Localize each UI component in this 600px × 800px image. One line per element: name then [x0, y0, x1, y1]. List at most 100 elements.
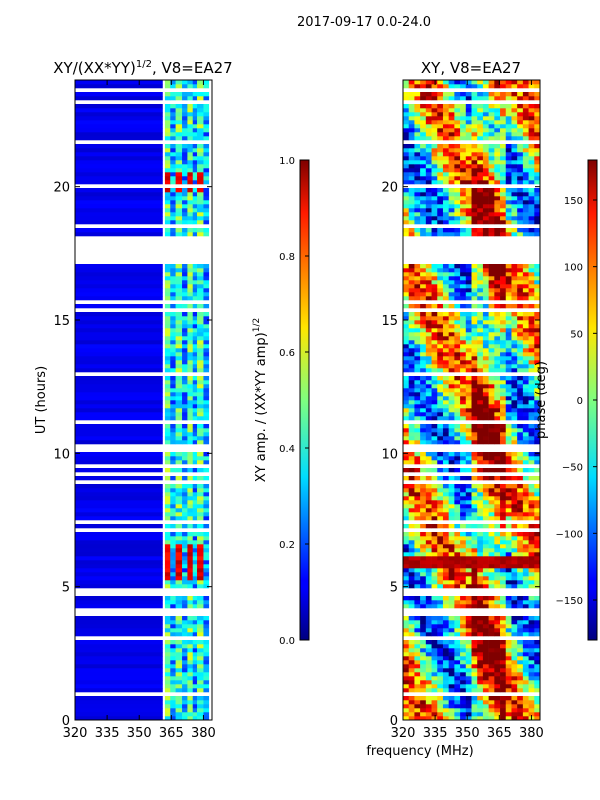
phase-cell [511, 716, 518, 720]
amplitude-cell [164, 280, 171, 285]
amplitude-cell [187, 696, 194, 701]
phase-cell [522, 548, 529, 553]
phase-cell [425, 212, 432, 217]
phase-cell [448, 644, 455, 649]
amplitude-cell [170, 408, 176, 413]
phase-cell [517, 96, 524, 101]
phase-cell [534, 156, 540, 161]
phase-cell [517, 580, 524, 585]
phase-cell [454, 128, 461, 133]
phase-cell [403, 276, 410, 281]
amplitude-cell [187, 408, 194, 413]
amplitude-cell [170, 432, 176, 437]
amplitude-cell [170, 488, 176, 493]
phase-cell [471, 436, 478, 441]
amplitude-cell [197, 484, 204, 489]
phase-cell [420, 384, 427, 389]
phase-cell [482, 460, 489, 465]
amplitude-cell [197, 292, 204, 297]
amplitude-row [75, 424, 163, 429]
amplitude-cell [175, 468, 183, 473]
phase-cell [425, 196, 432, 201]
phase-cell [408, 188, 415, 193]
phase-cell [517, 156, 524, 161]
phase-cell [431, 660, 438, 665]
amplitude-cell [187, 328, 194, 333]
amplitude-row [75, 600, 163, 605]
phase-cell [448, 548, 455, 553]
phase-cell [465, 496, 472, 501]
phase-cell [500, 172, 507, 177]
phase-cell [471, 656, 478, 661]
phase-cell [465, 556, 472, 561]
amplitude-row [75, 496, 163, 501]
phase-cell [471, 216, 478, 221]
phase-cell [442, 668, 449, 673]
phase-cell [448, 624, 455, 629]
phase-cell [500, 360, 507, 365]
phase-cell [517, 272, 524, 277]
phase-cell [431, 176, 438, 181]
phase-cell [534, 288, 540, 293]
amplitude-cell [197, 424, 204, 429]
phase-cell [471, 664, 478, 669]
phase-cell [522, 584, 529, 589]
phase-cell [414, 168, 421, 173]
phase-cell [454, 376, 461, 381]
amplitude-cell [175, 416, 183, 421]
phase-cell [431, 168, 438, 173]
amplitude-cell [164, 348, 171, 353]
phase-cell [442, 652, 449, 657]
phase-cell [522, 388, 529, 393]
phase-cell [431, 616, 438, 621]
amplitude-cell [164, 364, 171, 369]
amplitude-cell [175, 564, 183, 569]
phase-cell [477, 164, 484, 169]
phase-cell [471, 348, 478, 353]
phase-cell [471, 476, 478, 481]
phase-cell [477, 568, 484, 573]
phase-cell [442, 440, 449, 445]
phase-cell [460, 648, 467, 653]
phase-cell [454, 144, 461, 149]
phase-cell [403, 500, 410, 505]
amplitude-cell [164, 416, 171, 421]
phase-cell [500, 540, 507, 545]
phase-cell [465, 532, 472, 537]
amplitude-cell [164, 600, 171, 605]
phase-cell [454, 700, 461, 705]
amplitude-cell [187, 376, 194, 381]
phase-cell [425, 492, 432, 497]
phase-cell [522, 620, 529, 625]
amplitude-cell [182, 412, 188, 417]
phase-cell [494, 548, 501, 553]
phase-cell [448, 228, 455, 233]
phase-cell [488, 348, 495, 353]
phase-cell [471, 432, 478, 437]
amplitude-cell [170, 268, 176, 273]
phase-cell [471, 296, 478, 301]
amplitude-cell [164, 624, 171, 629]
amplitude-y-axis-label: UT (hours) [34, 366, 49, 434]
amplitude-cell [192, 548, 198, 553]
phase-cell [460, 524, 467, 529]
amplitude-cell [203, 424, 210, 429]
phase-cell [517, 396, 524, 401]
phase-cell [425, 392, 432, 397]
phase-cell [517, 124, 524, 129]
amplitude-cell [187, 284, 194, 289]
phase-cell [437, 696, 444, 701]
phase-cell [460, 120, 467, 125]
phase-cell [414, 516, 421, 521]
amplitude-cell [164, 436, 171, 441]
phase-cell [528, 356, 535, 361]
phase-cell [408, 576, 415, 581]
amplitude-cell [182, 112, 188, 117]
amplitude-row [75, 188, 163, 193]
phase-cell [488, 476, 495, 481]
amplitude-row [75, 344, 163, 349]
phase-cell [471, 120, 478, 125]
phase-cell [437, 684, 444, 689]
phase-cell [517, 400, 524, 405]
amplitude-cell [182, 564, 188, 569]
